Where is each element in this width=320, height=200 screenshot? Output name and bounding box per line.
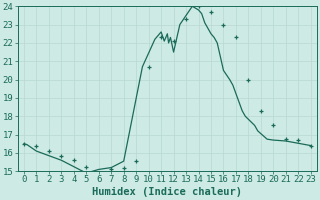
X-axis label: Humidex (Indice chaleur): Humidex (Indice chaleur): [92, 187, 242, 197]
